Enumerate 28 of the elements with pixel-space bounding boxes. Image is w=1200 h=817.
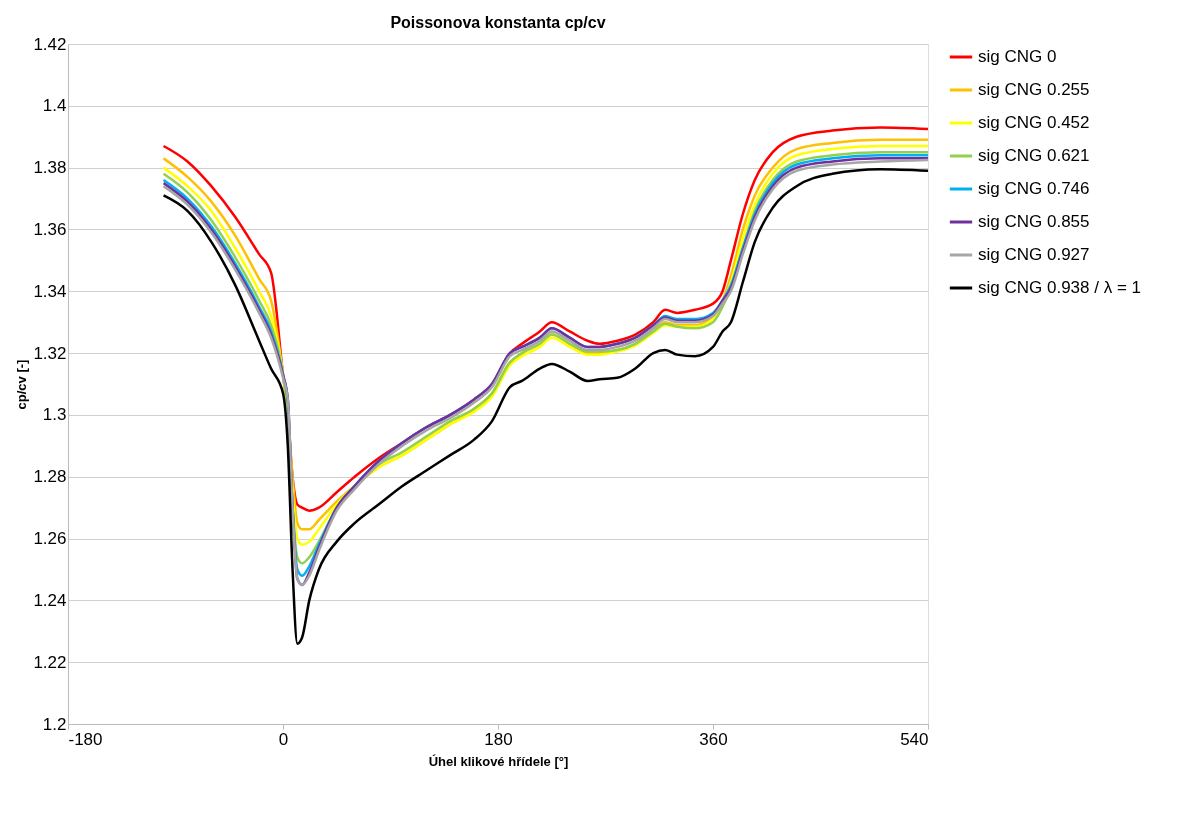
- x-tick-label: 0: [278, 729, 289, 749]
- y-tick-label: 1.26: [33, 529, 67, 549]
- legend-label: sig CNG 0.621: [978, 146, 1090, 165]
- y-tick-label: 1.28: [33, 467, 67, 487]
- legend-label: sig CNG 0.746: [978, 179, 1090, 198]
- y-tick-label: 1.42: [33, 34, 67, 54]
- y-axis-title: cp/cv [-]: [14, 359, 30, 410]
- y-tick-label: 1.4: [42, 96, 67, 116]
- y-tick-label: 1.22: [33, 652, 67, 672]
- x-tick-label: -180: [68, 729, 103, 749]
- y-tick-label: 1.3: [42, 405, 67, 425]
- x-tick-label: 360: [699, 729, 728, 749]
- x-tick-label: 180: [484, 729, 513, 749]
- legend-label: sig CNG 0: [978, 47, 1057, 66]
- x-tick-label: 540: [900, 729, 929, 749]
- y-tick-label: 1.36: [33, 219, 67, 239]
- y-tick-label: 1.38: [33, 158, 67, 178]
- legend-label: sig CNG 0.927: [978, 245, 1090, 264]
- legend-label: sig CNG 0.855: [978, 212, 1090, 231]
- y-tick-label: 1.2: [42, 714, 67, 734]
- y-tick-label: 1.34: [33, 281, 67, 301]
- chart-title: Poissonova konstanta cp/cv: [390, 14, 606, 31]
- y-tick-label: 1.24: [33, 590, 67, 610]
- legend-label: sig CNG 0.938 / λ = 1: [978, 278, 1141, 297]
- x-axis-title: Úhel klikové hřídele [°]: [428, 753, 569, 769]
- legend-label: sig CNG 0.452: [978, 113, 1090, 132]
- y-tick-label: 1.32: [33, 343, 67, 363]
- legend-label: sig CNG 0.255: [978, 80, 1090, 99]
